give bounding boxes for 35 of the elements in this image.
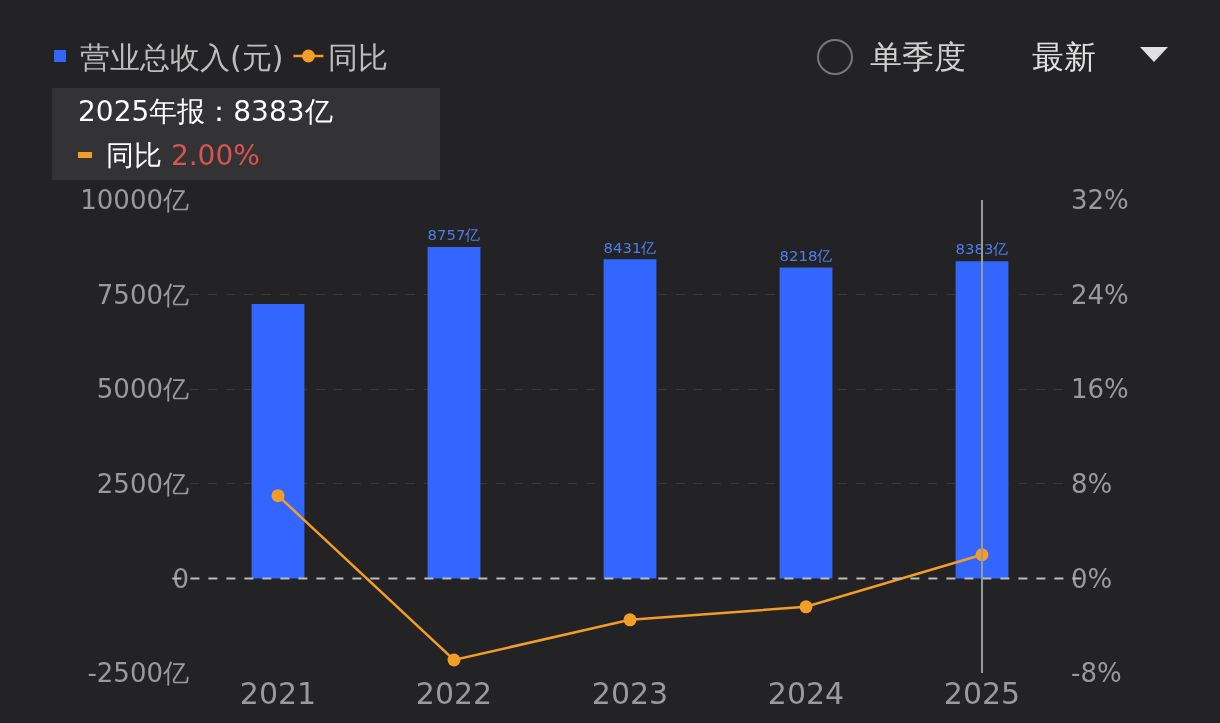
y2-tick-label: 32% (1071, 185, 1129, 216)
point (271, 489, 285, 503)
x-tick-label: 2023 (591, 676, 669, 711)
bar (779, 267, 833, 579)
bar (603, 259, 657, 579)
text: 2025年报：8383亿 (78, 95, 333, 128)
text: 同比 2.00% (106, 139, 260, 172)
data-label: 8218亿 (779, 246, 833, 265)
bar (955, 261, 1009, 579)
bar (427, 247, 481, 579)
text: 单季度 (870, 38, 966, 76)
legend-label: 营业总收入(元) (80, 39, 284, 75)
text: 最新 (1032, 38, 1096, 76)
point (623, 613, 637, 627)
data-label: 8431亿 (603, 238, 657, 257)
y2-tick-label: 16% (1071, 374, 1129, 405)
bar (251, 304, 305, 579)
point (447, 653, 461, 667)
x-tick-label: 2021 (239, 676, 317, 711)
y2-tick-label: 24% (1071, 279, 1129, 310)
y-tick-label: 10000亿 (80, 185, 189, 216)
y-tick-label: -2500亿 (87, 658, 189, 689)
y2-tick-label: 0% (1071, 563, 1113, 594)
y2-tick-label: -8% (1071, 658, 1122, 689)
y-tick-label: 7500亿 (96, 279, 189, 310)
x-tick-label: 2022 (415, 676, 493, 711)
x-tick-label: 2024 (767, 676, 845, 711)
y-tick-label: 2500亿 (96, 468, 189, 499)
y2-tick-label: 8% (1071, 468, 1113, 499)
legend-label: 同比 (328, 39, 389, 75)
x-tick-label: 2025 (943, 676, 1021, 711)
y-tick-label: 0 (172, 563, 189, 594)
point (799, 600, 813, 614)
y-tick-label: 5000亿 (96, 374, 189, 405)
data-label: 8757亿 (427, 226, 481, 245)
